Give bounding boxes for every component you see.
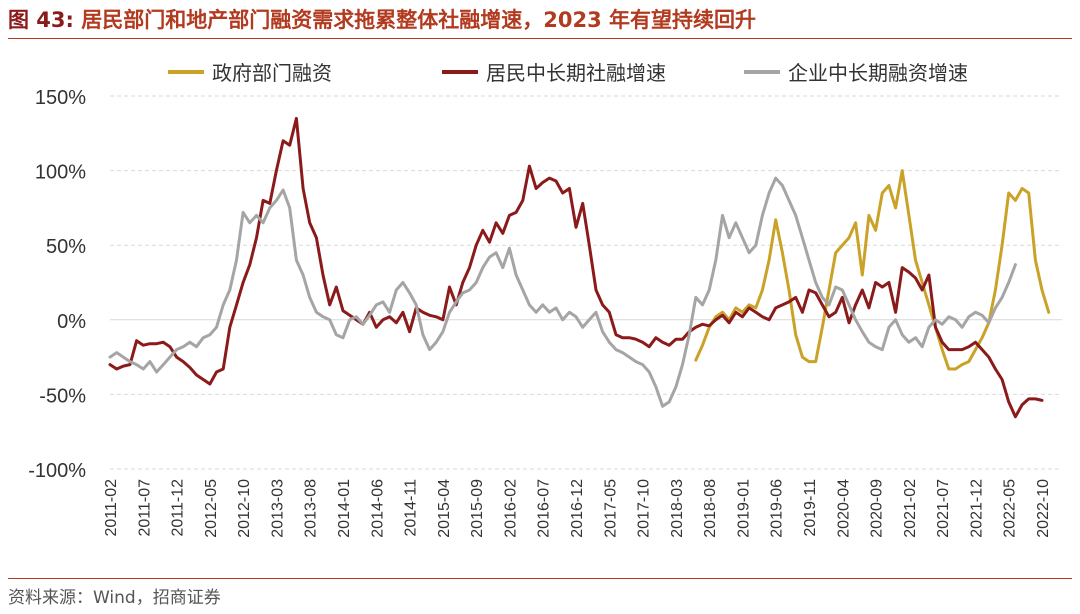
x-tick-label: 2019-06 <box>769 479 786 538</box>
y-tick-label: 150% <box>35 87 86 109</box>
x-tick-label: 2018-03 <box>669 479 686 538</box>
x-tick-label: 2014-01 <box>336 479 353 538</box>
x-tick-label: 2018-08 <box>702 479 719 538</box>
x-axis-ticks: 2011-02 2011-07 2011-12 2012-05 2012-10 2013-… <box>103 479 1052 538</box>
x-tick-label: 2011-12 <box>170 479 187 537</box>
y-tick-label: 50% <box>46 236 86 258</box>
x-tick-label: 2020-04 <box>835 479 852 538</box>
x-tick-label: 2016-07 <box>536 479 553 538</box>
x-tick-label: 2017-05 <box>602 479 619 538</box>
series-line-3 <box>108 176 1017 408</box>
x-tick-label: 2019-11 <box>802 479 819 537</box>
source-divider <box>8 578 1072 579</box>
x-tick-label: 2011-07 <box>136 479 153 537</box>
y-tick-label: 100% <box>35 162 86 184</box>
x-tick-label: 2021-07 <box>935 479 952 538</box>
y-tick-label: -50% <box>39 385 86 407</box>
x-tick-label: 2017-10 <box>636 479 653 538</box>
series-line-1 <box>694 169 1051 371</box>
x-tick-label: 2016-12 <box>569 479 586 538</box>
x-tick-label: 2015-09 <box>469 479 486 538</box>
x-tick-label: 2019-01 <box>735 479 752 538</box>
x-tick-label: 2021-12 <box>968 479 985 538</box>
legend-label: 企业中长期融资增速 <box>788 61 968 85</box>
x-tick-label: 2021-02 <box>902 479 919 538</box>
source-note: 资料来源：Wind，招商证券 <box>8 588 221 608</box>
legend: 政府部门融资 居民中长期社融增速 企业中长期融资增速 <box>168 61 968 85</box>
line-chart: -100%-50%0%50%100%150% 2011-02 2011-07 201… <box>28 61 1062 538</box>
x-tick-label: 2013-03 <box>269 479 286 538</box>
x-tick-label: 2012-05 <box>203 479 220 538</box>
figure-title-text: 居民部门和地产部门融资需求拖累整体社融增速，2023 年有望持续回升 <box>81 8 757 32</box>
x-tick-label: 2012-10 <box>236 479 253 538</box>
x-tick-label: 2022-05 <box>1002 479 1019 538</box>
x-tick-label: 2015-04 <box>436 479 453 538</box>
title-divider <box>8 38 1072 39</box>
x-tick-label: 2014-11 <box>403 479 420 537</box>
figure-label: 图 43: <box>8 8 74 32</box>
figure-title: 图 43: 居民部门和地产部门融资需求拖累整体社融增速，2023 年有望持续回升 <box>8 4 1072 36</box>
x-tick-label: 2022-10 <box>1035 479 1052 538</box>
x-tick-label: 2014-06 <box>369 479 386 538</box>
x-tick-label: 2013-08 <box>303 479 320 538</box>
y-tick-label: -100% <box>28 460 86 482</box>
series-lines <box>108 116 1051 419</box>
y-axis-ticks: -100% -50% 0% 50% 100% 150% <box>28 87 86 482</box>
legend-label: 居民中长期社融增速 <box>486 61 666 85</box>
x-tick-label: 2011-02 <box>103 479 120 537</box>
y-tick-label: 0% <box>57 311 86 333</box>
x-tick-label: 2020-09 <box>869 479 886 538</box>
x-tick-label: 2016-02 <box>502 479 519 538</box>
series-line-2 <box>108 116 1044 419</box>
legend-label: 政府部门融资 <box>212 61 332 85</box>
